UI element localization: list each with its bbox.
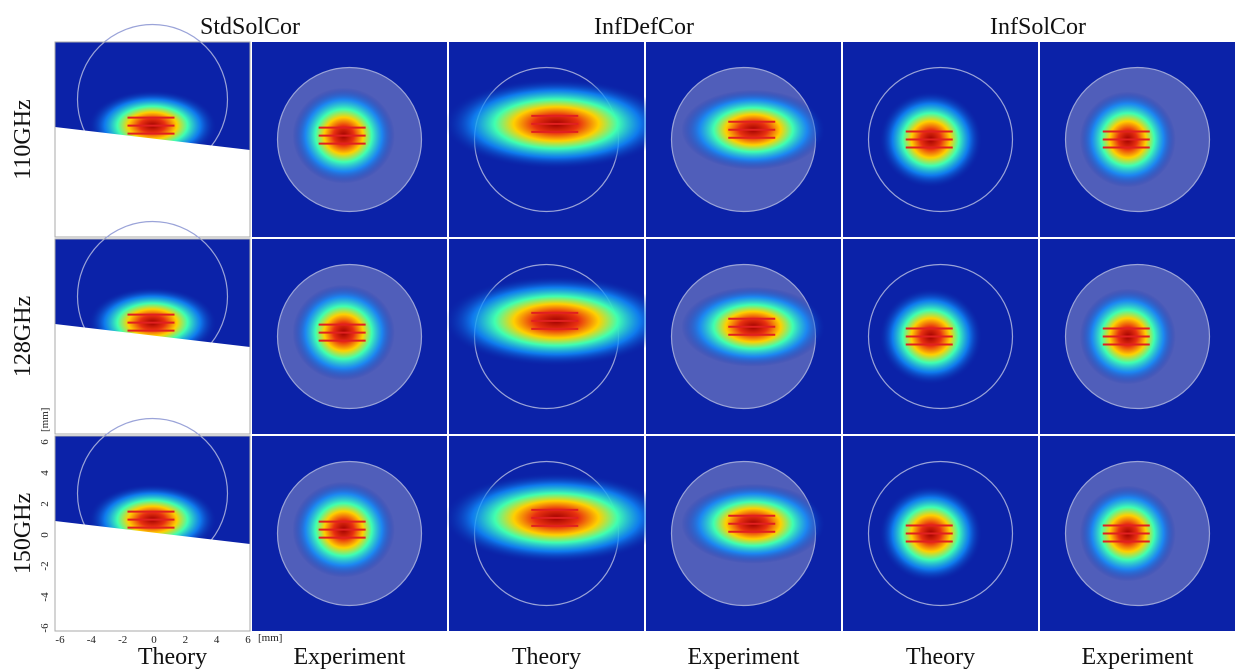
row-label: 150GHz — [10, 493, 36, 574]
y-tick-label: 6 — [39, 439, 51, 445]
y-tick-label: -4 — [39, 592, 51, 602]
panel — [55, 25, 250, 238]
column-label: Theory — [906, 644, 975, 670]
column-label: Experiment — [294, 644, 406, 670]
panel — [843, 42, 1038, 237]
group-title: InfDefCor — [594, 14, 694, 40]
row-label: 128GHz — [10, 296, 36, 377]
x-tick-label: 4 — [214, 634, 220, 646]
panel — [444, 42, 668, 237]
x-tick-label: 0 — [151, 634, 157, 646]
x-tick-label: -2 — [118, 634, 127, 646]
x-tick-label: -6 — [55, 634, 65, 646]
column-label: Experiment — [1082, 644, 1194, 670]
panel — [646, 239, 841, 434]
panel — [444, 239, 668, 434]
y-tick-label: 0 — [39, 532, 51, 538]
panel — [252, 436, 447, 631]
y-tick-label: 4 — [39, 470, 51, 476]
x-tick-label: 6 — [245, 634, 251, 646]
panel — [55, 419, 250, 632]
panel — [843, 436, 1038, 631]
x-unit: [mm] — [258, 632, 282, 644]
panel — [252, 42, 447, 237]
y-tick-label: -2 — [39, 561, 51, 570]
group-title: StdSolCor — [200, 14, 300, 40]
group-title: InfSolCor — [990, 14, 1086, 40]
column-label: Theory — [512, 644, 581, 670]
column-label: Experiment — [688, 644, 800, 670]
panel — [444, 436, 668, 631]
y-unit: [mm] — [39, 408, 51, 432]
y-tick-label: -6 — [39, 623, 51, 633]
y-tick-label: 2 — [39, 501, 51, 507]
panel — [1040, 436, 1235, 631]
x-tick-label: 2 — [183, 634, 189, 646]
panel — [843, 239, 1038, 434]
panel — [252, 239, 447, 434]
panel — [55, 222, 250, 435]
column-label: Theory — [138, 644, 207, 670]
panel — [1040, 239, 1235, 434]
figure: StdSolCor InfDefCor InfSolCor 110GHz 128GHz 1… — [0, 0, 1242, 671]
panel — [646, 436, 841, 631]
x-tick-label: -4 — [87, 634, 97, 646]
panel — [1040, 42, 1235, 237]
panel — [646, 42, 841, 237]
row-label: 110GHz — [10, 99, 36, 179]
